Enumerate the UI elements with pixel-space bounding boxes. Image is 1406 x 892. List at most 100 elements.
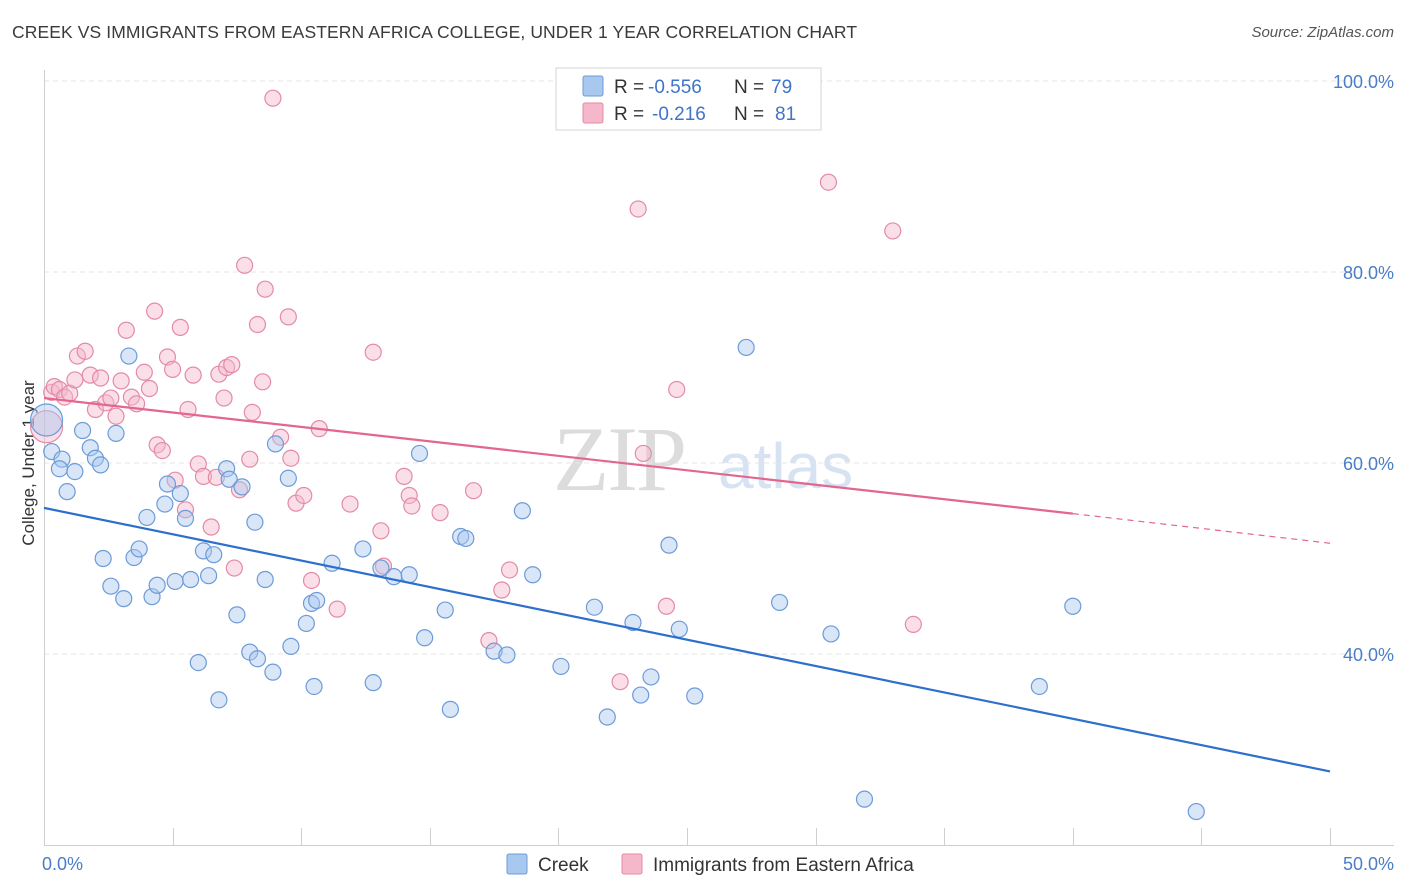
creek-point-5 bbox=[66, 462, 84, 481]
immigrants-point-58 bbox=[372, 522, 390, 540]
creek-point-44 bbox=[302, 594, 321, 612]
y-tick-label-40: 40.0% bbox=[1343, 645, 1394, 665]
creek-point-21 bbox=[158, 475, 177, 493]
creek-point-61 bbox=[513, 502, 531, 520]
immigrants-point-63 bbox=[431, 504, 449, 522]
immigrants-point-67 bbox=[500, 561, 519, 579]
creek-point-2 bbox=[53, 450, 71, 468]
creek-point-52 bbox=[400, 566, 418, 584]
series-creek-points bbox=[29, 338, 1205, 821]
creek-point-56 bbox=[441, 700, 459, 718]
y-axis-tick-labels: 40.0% 60.0% 80.0% 100.0% bbox=[1333, 72, 1394, 665]
creek-point-33 bbox=[228, 606, 246, 624]
legend-r-label-creek: R = bbox=[614, 77, 644, 98]
immigrants-point-72 bbox=[668, 380, 686, 399]
immigrants-point-33 bbox=[202, 518, 220, 536]
creek-point-46 bbox=[305, 677, 323, 696]
creek-point-74 bbox=[822, 625, 840, 643]
immigrants-point-30 bbox=[184, 366, 202, 384]
immigrants-point-55 bbox=[328, 600, 346, 618]
creek-point-17 bbox=[138, 508, 156, 527]
legend-r-label-immigrants: R = bbox=[614, 104, 644, 125]
immigrants-point-74 bbox=[884, 222, 902, 240]
creek-point-43 bbox=[297, 614, 315, 633]
creek-point-10 bbox=[94, 549, 112, 568]
creek-point-38 bbox=[256, 570, 274, 589]
immigrants-point-62 bbox=[403, 497, 421, 515]
creek-point-55 bbox=[436, 601, 454, 619]
y-tick-label-60: 60.0% bbox=[1343, 454, 1394, 474]
creek-point-63 bbox=[552, 657, 570, 676]
legend-r-value-creek: -0.556 bbox=[648, 77, 702, 98]
creek-point-77 bbox=[1064, 597, 1082, 615]
immigrants-point-47 bbox=[264, 89, 282, 107]
creek-point-31 bbox=[218, 460, 236, 478]
immigrants-point-19 bbox=[135, 363, 153, 381]
immigrants-point-11 bbox=[91, 369, 110, 387]
creek-point-39 bbox=[264, 663, 282, 681]
immigrants-point-66 bbox=[493, 581, 511, 599]
creek-point-70 bbox=[670, 620, 688, 638]
immigrants-point-40 bbox=[230, 481, 249, 499]
creek-point-42 bbox=[282, 637, 300, 655]
immigrants-point-49 bbox=[279, 308, 297, 326]
immigrants-point-57 bbox=[364, 343, 382, 361]
creek-point-53 bbox=[410, 444, 429, 463]
immigrants-point-20 bbox=[140, 379, 159, 398]
immigrants-point-41 bbox=[236, 256, 254, 274]
trend-lines bbox=[43, 396, 1331, 773]
immigrants-point-53 bbox=[302, 571, 321, 590]
creek-point-73 bbox=[770, 593, 789, 612]
immigrants-point-46 bbox=[256, 280, 274, 298]
immigrants-point-25 bbox=[164, 360, 182, 379]
legend-swatch-immigrants bbox=[582, 102, 604, 124]
immigrants-point-65 bbox=[480, 632, 498, 650]
creek-point-29 bbox=[205, 546, 223, 564]
creek-point-51 bbox=[385, 568, 403, 586]
immigrants-point-38 bbox=[223, 356, 241, 374]
immigrants-point-60 bbox=[395, 467, 413, 485]
bottom-legend-label-immigrants: Immigrants from Eastern Africa bbox=[653, 855, 914, 876]
creek-point-15 bbox=[125, 548, 143, 567]
immigrants-point-43 bbox=[243, 403, 261, 421]
creek-point-22 bbox=[166, 572, 184, 591]
creek-point-48 bbox=[354, 540, 372, 558]
x-axis-ticks bbox=[44, 828, 1331, 845]
watermark-zip: ZIP bbox=[553, 408, 685, 510]
creek-point-13 bbox=[115, 590, 133, 608]
immigrants-point-37 bbox=[218, 358, 236, 377]
y-tick-label-100: 100.0% bbox=[1333, 72, 1394, 92]
creek-point-40 bbox=[266, 435, 285, 453]
immigrants-point-69 bbox=[629, 200, 647, 218]
creek-point-25 bbox=[182, 570, 200, 589]
creek-point-32 bbox=[220, 470, 238, 488]
immigrants-point-71 bbox=[657, 597, 676, 615]
creek-point-6 bbox=[73, 421, 92, 440]
creek-point-16 bbox=[130, 540, 148, 558]
chart-source: Source: ZipAtlas.com bbox=[1251, 24, 1394, 41]
legend-box: R = -0.556 N = 79 R = -0.216 N = 81 bbox=[555, 67, 822, 131]
immigrants-point-2 bbox=[45, 378, 63, 396]
creek-point-26 bbox=[189, 653, 207, 672]
creek-point-14 bbox=[120, 347, 138, 365]
gridlines bbox=[44, 80, 1394, 655]
creek-point-30 bbox=[210, 691, 228, 709]
y-tick-label-80: 80.0% bbox=[1343, 263, 1394, 283]
trend-line-immigrants bbox=[43, 396, 1073, 515]
creek-point-20 bbox=[156, 495, 174, 513]
bottom-legend-swatch-creek bbox=[506, 853, 528, 875]
immigrants-point-23 bbox=[153, 441, 171, 460]
creek-point-67 bbox=[632, 686, 650, 704]
x-tick-label-max: 50.0% bbox=[1343, 854, 1394, 874]
immigrants-point-42 bbox=[241, 450, 259, 468]
creek-point-62 bbox=[524, 566, 542, 584]
creek-point-0 bbox=[29, 403, 64, 437]
immigrants-point-15 bbox=[112, 372, 130, 390]
creek-point-54 bbox=[416, 629, 434, 647]
immigrants-point-27 bbox=[171, 318, 189, 336]
immigrants-point-8 bbox=[76, 342, 94, 360]
creek-point-24 bbox=[176, 509, 195, 527]
immigrants-point-61 bbox=[400, 486, 418, 505]
immigrants-point-6 bbox=[66, 371, 84, 389]
immigrants-point-70 bbox=[634, 444, 652, 463]
